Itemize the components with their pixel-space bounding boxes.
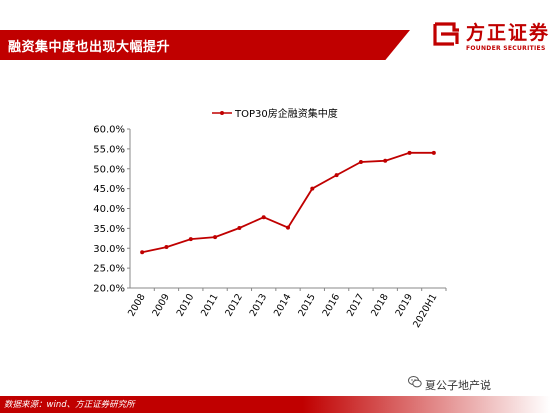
x-tick-label: 2015 (296, 292, 318, 318)
x-tick-label: 2008 (126, 292, 148, 318)
y-tick-label: 50.0% (93, 164, 125, 175)
x-tick-label: 2017 (345, 292, 367, 318)
legend-marker (220, 111, 224, 115)
data-point (310, 186, 315, 191)
y-tick-label: 30.0% (93, 244, 125, 255)
slide-title: 融资集中度也出现大幅提升 (8, 40, 171, 55)
data-point (140, 250, 145, 255)
y-tick-label: 25.0% (93, 264, 125, 275)
footer-band (0, 396, 550, 413)
chart-legend: TOP30房企融资集中度 (212, 107, 338, 120)
data-point (407, 150, 412, 155)
x-tick-label: 2010 (175, 292, 197, 318)
data-point (358, 159, 363, 164)
wechat-icon (408, 376, 422, 388)
y-tick-label: 45.0% (93, 184, 125, 195)
x-tick-label: 2020H1 (411, 292, 439, 330)
data-point (431, 150, 436, 155)
header-band (0, 30, 410, 60)
x-tick-label: 2012 (223, 292, 245, 318)
founder-logo-icon (433, 22, 459, 46)
logo-english-name: FOUNDER SECURITIES (466, 45, 546, 52)
y-tick-label: 35.0% (93, 224, 125, 235)
x-tick-label: 2016 (321, 292, 343, 318)
data-point (188, 237, 193, 242)
x-tick-label: 2009 (150, 292, 172, 318)
data-point (261, 215, 266, 220)
data-source-note: 数据来源：wind、方正证券研究所 (4, 400, 135, 410)
data-point (334, 173, 339, 178)
x-tick-label: 2019 (394, 292, 416, 318)
x-tick-label: 2014 (272, 292, 294, 318)
company-logo: 方正证券 FOUNDER SECURITIES (432, 18, 548, 60)
plot-area (140, 150, 436, 255)
data-point (213, 235, 218, 240)
logo-chinese-name: 方正证券 (466, 22, 550, 44)
x-tick-label: 2018 (369, 292, 391, 318)
data-point (286, 225, 290, 230)
series-line (142, 151, 434, 254)
watermark: 夏公子地产说 (425, 379, 491, 392)
chart-axes: 20.0% 25.0% 30.0% 35.0% 40.0% 45.0% 50.0% 55.0%… (93, 125, 447, 330)
data-point (383, 158, 388, 163)
legend-label: TOP30房企融资集中度 (234, 107, 338, 120)
y-tick-label: 60.0% (93, 125, 125, 136)
data-point (237, 225, 242, 230)
y-tick-label: 40.0% (93, 204, 125, 215)
x-tick-label: 2013 (248, 292, 270, 318)
y-tick-label: 20.0% (93, 284, 125, 295)
data-point (164, 245, 169, 250)
y-tick-label: 55.0% (93, 144, 125, 155)
x-tick-label: 2011 (199, 292, 221, 318)
